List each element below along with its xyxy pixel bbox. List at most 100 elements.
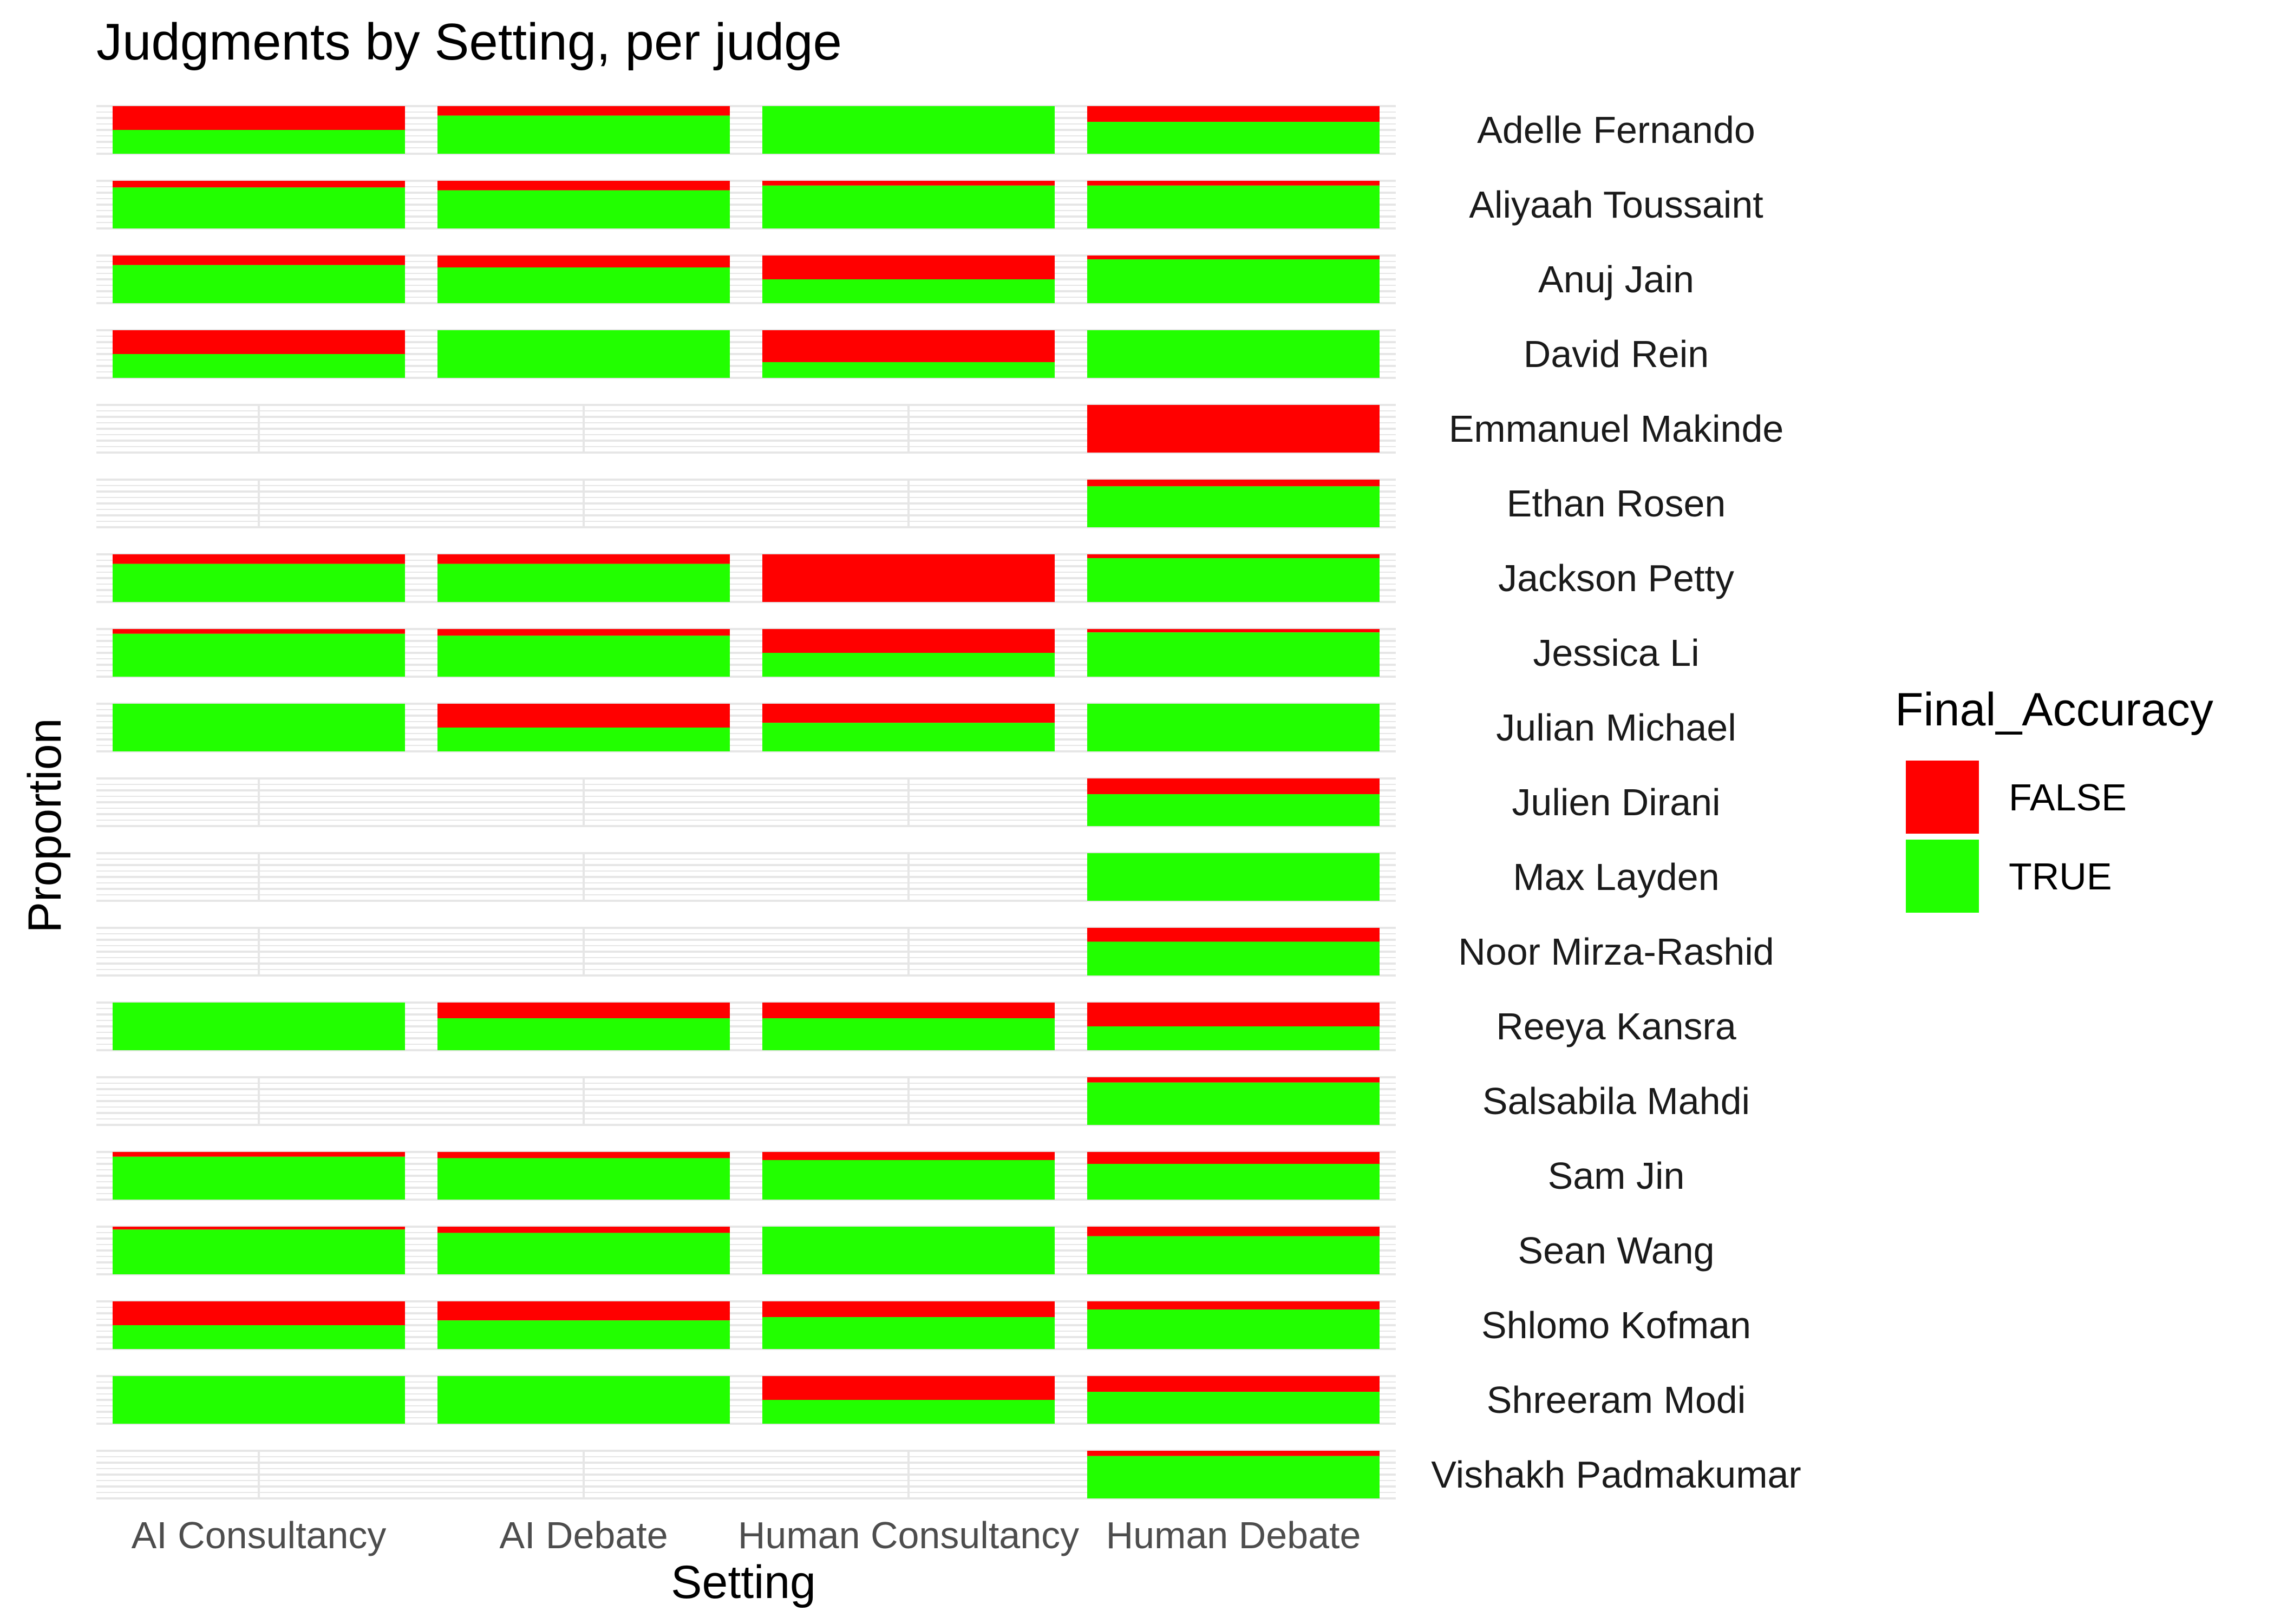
bar-true-aliyaah-toussaint-ai-consultancy <box>113 187 405 228</box>
bar-false-adelle-fernando-ai-consultancy <box>113 106 405 130</box>
facet-label-julian-michael: Julian Michael <box>1496 706 1736 749</box>
bar-false-emmanuel-makinde-human-debate <box>1087 405 1380 453</box>
bar-false-julian-michael-ai-debate <box>437 704 730 728</box>
bar-true-david-rein-human-consultancy <box>762 362 1055 378</box>
facet-panel-reeya-kansra <box>96 1001 1396 1051</box>
bar-true-shlomo-kofman-human-debate <box>1087 1309 1380 1349</box>
bar-true-shlomo-kofman-human-consultancy <box>762 1317 1055 1349</box>
x-tick-label-human-debate: Human Debate <box>1106 1514 1361 1556</box>
bar-true-sam-jin-human-consultancy <box>762 1160 1055 1200</box>
facet-label-shlomo-kofman: Shlomo Kofman <box>1481 1304 1751 1346</box>
facet-panel-emmanuel-makinde <box>96 404 1396 454</box>
bar-false-reeya-kansra-ai-debate <box>437 1003 730 1019</box>
facet-label-julien-dirani: Julien Dirani <box>1512 781 1720 823</box>
bar-true-adelle-fernando-ai-debate <box>437 115 730 154</box>
bar-true-anuj-jain-human-consultancy <box>762 279 1055 303</box>
bar-true-sam-jin-ai-consultancy <box>113 1156 405 1200</box>
bar-false-julien-dirani-human-debate <box>1087 778 1380 795</box>
bar-false-salsabila-mahdi-human-debate <box>1087 1077 1380 1083</box>
bar-true-david-rein-human-debate <box>1087 330 1380 378</box>
x-tick-label-ai-consultancy: AI Consultancy <box>132 1514 387 1556</box>
facet-label-jessica-li: Jessica Li <box>1533 632 1699 674</box>
bar-false-sean-wang-ai-consultancy <box>113 1227 405 1230</box>
bar-false-aliyaah-toussaint-human-debate <box>1087 181 1380 186</box>
bar-true-julien-dirani-human-debate <box>1087 794 1380 826</box>
facet-panel-julian-michael <box>96 703 1396 752</box>
facet-panel-sean-wang <box>96 1226 1396 1275</box>
bar-false-anuj-jain-ai-consultancy <box>113 256 405 265</box>
bar-true-sean-wang-human-debate <box>1087 1236 1380 1274</box>
bar-true-david-rein-ai-consultancy <box>113 354 405 378</box>
bar-false-david-rein-ai-consultancy <box>113 330 405 354</box>
bar-false-jackson-petty-human-consultancy <box>762 554 1055 602</box>
facet-panel-shlomo-kofman <box>96 1300 1396 1350</box>
bar-true-julian-michael-ai-debate <box>437 728 730 751</box>
bar-true-jessica-li-ai-debate <box>437 636 730 677</box>
facet-panel-jackson-petty <box>96 553 1396 603</box>
x-axis-tick-labels: AI Consultancy AI Debate Human Consultancy… <box>132 1514 1361 1556</box>
facet-label-aliyaah-toussaint: Aliyaah Toussaint <box>1469 184 1763 226</box>
legend: Final_Accuracy FALSE TRUE <box>1895 684 2213 913</box>
bar-false-jessica-li-human-debate <box>1087 629 1380 633</box>
legend-key-true <box>1906 840 1979 913</box>
bar-false-shlomo-kofman-human-consultancy <box>762 1301 1055 1318</box>
bar-false-julian-michael-human-consultancy <box>762 704 1055 723</box>
bar-true-vishakh-padmakumar-human-debate <box>1087 1456 1380 1498</box>
bar-true-sean-wang-ai-debate <box>437 1233 730 1274</box>
bar-true-reeya-kansra-ai-debate <box>437 1018 730 1050</box>
facet-label-david-rein: David Rein <box>1524 333 1709 375</box>
bar-false-shreeram-modi-human-consultancy <box>762 1376 1055 1400</box>
bar-true-shreeram-modi-ai-debate <box>437 1376 730 1424</box>
legend-label-false: FALSE <box>2009 776 2127 818</box>
bar-false-jackson-petty-ai-debate <box>437 554 730 564</box>
facet-strip-labels: Adelle Fernando Aliyaah Toussaint Anuj Jai… <box>1431 109 1801 1496</box>
bar-false-aliyaah-toussaint-human-consultancy <box>762 181 1055 186</box>
bar-false-sam-jin-ai-consultancy <box>113 1152 405 1157</box>
bar-false-adelle-fernando-ai-debate <box>437 106 730 116</box>
facet-label-shreeram-modi: Shreeram Modi <box>1487 1379 1746 1421</box>
bar-true-ethan-rosen-human-debate <box>1087 486 1380 527</box>
bar-true-jackson-petty-ai-debate <box>437 564 730 602</box>
bar-true-sam-jin-ai-debate <box>437 1158 730 1200</box>
bar-true-reeya-kansra-human-debate <box>1087 1026 1380 1050</box>
bar-true-sean-wang-ai-consultancy <box>113 1229 405 1274</box>
facet-label-noor-mirza-rashid: Noor Mirza-Rashid <box>1458 931 1774 973</box>
facet-panels <box>96 105 1396 1499</box>
facet-panel-aliyaah-toussaint <box>96 180 1396 230</box>
facet-label-sean-wang: Sean Wang <box>1518 1229 1714 1272</box>
bar-false-aliyaah-toussaint-ai-consultancy <box>113 181 405 188</box>
bar-true-julian-michael-human-debate <box>1087 704 1380 751</box>
bar-true-noor-mirza-rashid-human-debate <box>1087 941 1380 975</box>
x-axis-label: Setting <box>671 1556 816 1608</box>
y-axis-label: Proportion <box>19 718 71 933</box>
bar-false-ethan-rosen-human-debate <box>1087 480 1380 487</box>
bar-false-sam-jin-ai-debate <box>437 1152 730 1158</box>
bar-true-julian-michael-human-consultancy <box>762 723 1055 751</box>
bar-false-shreeram-modi-human-debate <box>1087 1376 1380 1392</box>
bar-true-aliyaah-toussaint-human-debate <box>1087 185 1380 228</box>
bar-true-sam-jin-human-debate <box>1087 1164 1380 1200</box>
bar-true-jessica-li-ai-consultancy <box>113 633 405 677</box>
bar-false-sean-wang-human-debate <box>1087 1227 1380 1236</box>
bar-true-adelle-fernando-ai-consultancy <box>113 130 405 154</box>
bar-true-aliyaah-toussaint-human-consultancy <box>762 185 1055 228</box>
facet-label-ethan-rosen: Ethan Rosen <box>1507 482 1726 525</box>
facet-label-jackson-petty: Jackson Petty <box>1498 557 1734 599</box>
bar-true-jessica-li-human-debate <box>1087 632 1380 677</box>
bar-true-julian-michael-ai-consultancy <box>113 704 405 751</box>
bar-false-jessica-li-ai-debate <box>437 629 730 636</box>
facet-panel-ethan-rosen <box>96 479 1396 528</box>
bar-false-jessica-li-ai-consultancy <box>113 629 405 634</box>
facet-label-salsabila-mahdi: Salsabila Mahdi <box>1482 1080 1750 1122</box>
bar-false-jackson-petty-human-debate <box>1087 554 1380 559</box>
bar-false-sam-jin-human-consultancy <box>762 1152 1055 1160</box>
bar-true-adelle-fernando-human-debate <box>1087 122 1380 154</box>
facet-label-emmanuel-makinde: Emmanuel Makinde <box>1449 408 1784 450</box>
bar-false-shlomo-kofman-ai-debate <box>437 1301 730 1321</box>
bar-true-shreeram-modi-human-consultancy <box>762 1400 1055 1424</box>
bar-false-anuj-jain-ai-debate <box>437 256 730 267</box>
bar-true-anuj-jain-human-debate <box>1087 259 1380 303</box>
bar-true-sean-wang-human-consultancy <box>762 1227 1055 1274</box>
facet-panel-max-layden <box>96 852 1396 902</box>
